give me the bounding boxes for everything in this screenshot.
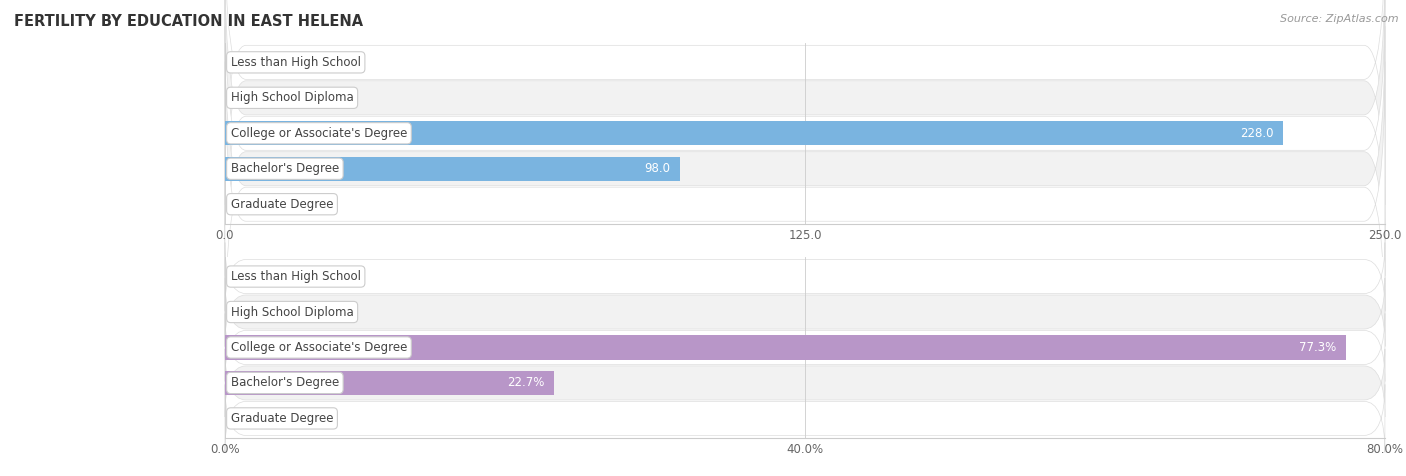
Bar [225,121,1282,145]
Text: High School Diploma: High School Diploma [231,306,353,318]
FancyBboxPatch shape [225,26,1385,311]
Text: High School Diploma: High School Diploma [231,91,353,104]
Text: Less than High School: Less than High School [231,56,361,69]
Text: 228.0: 228.0 [1240,127,1274,140]
Text: 98.0: 98.0 [644,162,671,175]
Text: 77.3%: 77.3% [1299,341,1337,354]
Text: FERTILITY BY EDUCATION IN EAST HELENA: FERTILITY BY EDUCATION IN EAST HELENA [14,14,363,30]
FancyBboxPatch shape [225,349,1385,417]
Text: Graduate Degree: Graduate Degree [231,198,333,211]
FancyBboxPatch shape [225,313,1385,382]
Text: 0.0%: 0.0% [239,412,269,425]
FancyBboxPatch shape [225,278,1385,346]
Text: 0.0: 0.0 [239,91,257,104]
Text: College or Associate's Degree: College or Associate's Degree [231,127,408,140]
FancyBboxPatch shape [225,0,1385,205]
Text: Bachelor's Degree: Bachelor's Degree [231,162,339,175]
Text: 0.0%: 0.0% [239,270,269,283]
Bar [225,157,679,181]
Text: Source: ZipAtlas.com: Source: ZipAtlas.com [1281,14,1399,24]
FancyBboxPatch shape [225,0,1385,240]
Text: 22.7%: 22.7% [508,377,544,389]
FancyBboxPatch shape [225,61,1385,347]
FancyBboxPatch shape [225,0,1385,276]
Text: 0.0%: 0.0% [239,306,269,318]
FancyBboxPatch shape [225,242,1385,311]
Text: Graduate Degree: Graduate Degree [231,412,333,425]
FancyBboxPatch shape [225,384,1385,453]
Text: Bachelor's Degree: Bachelor's Degree [231,377,339,389]
Text: College or Associate's Degree: College or Associate's Degree [231,341,408,354]
Text: 0.0: 0.0 [239,198,257,211]
Bar [225,371,554,395]
Text: 0.0: 0.0 [239,56,257,69]
Text: Less than High School: Less than High School [231,270,361,283]
Bar [225,336,1346,359]
